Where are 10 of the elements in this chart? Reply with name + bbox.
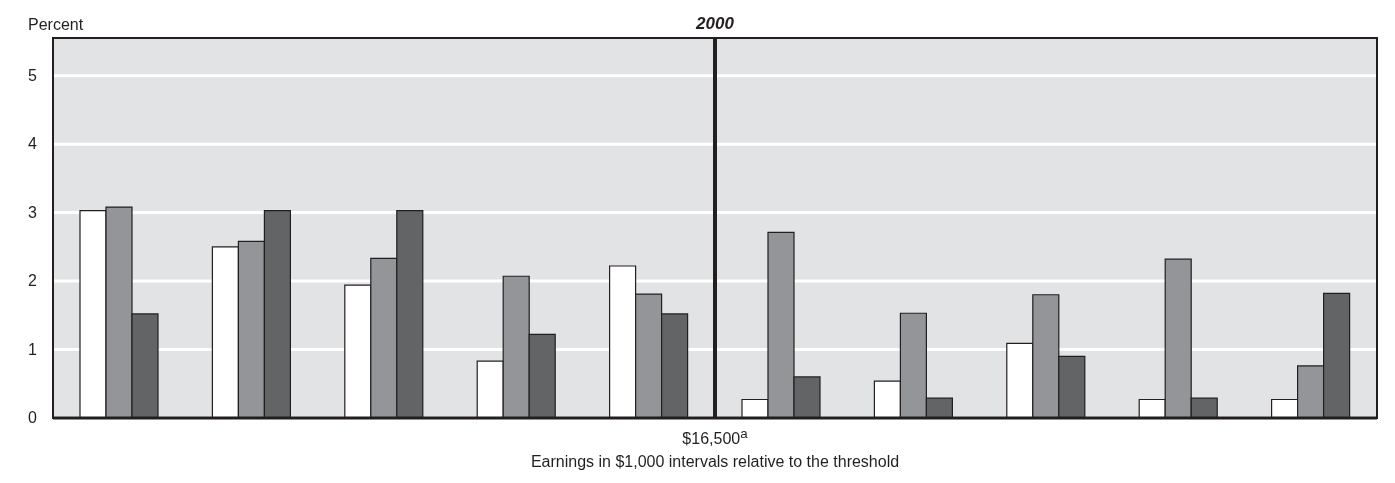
y-tick-label: 0 xyxy=(28,409,38,426)
y-tick-label: 1 xyxy=(28,340,38,358)
y-tick-label: 2 xyxy=(28,272,38,290)
text: $16,500$^{a}$ xyxy=(681,426,749,449)
y-axis-title: Percent xyxy=(28,16,84,34)
x-axis-title: Earnings in $1,000 intervals relative to the threshold xyxy=(529,453,901,471)
y-tick-label: 5 xyxy=(28,66,38,84)
y-tick-label: 3 xyxy=(28,203,38,221)
chart-title: 2000 xyxy=(696,14,734,33)
y-tick-label: 4 xyxy=(28,135,38,153)
